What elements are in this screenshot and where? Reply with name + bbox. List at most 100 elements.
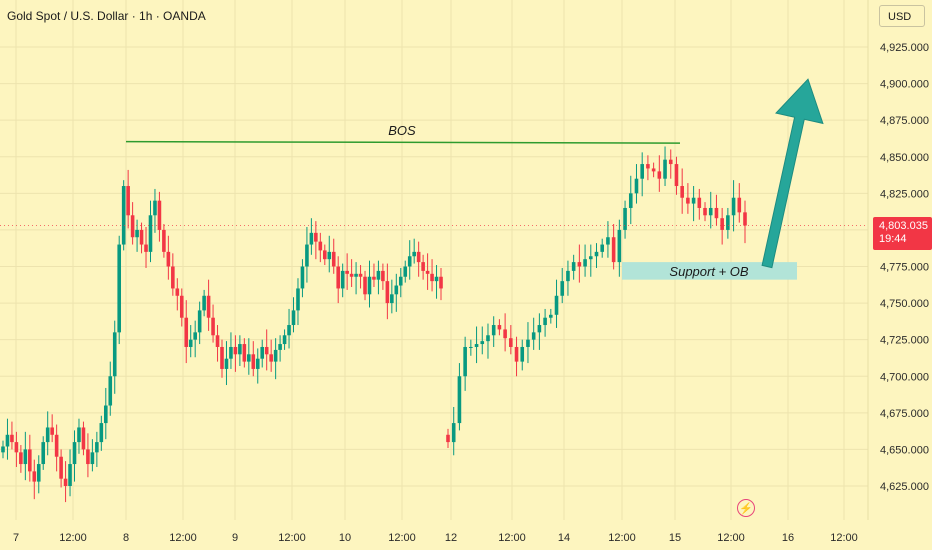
candle	[646, 164, 650, 169]
candle	[480, 341, 485, 345]
candle	[193, 332, 197, 340]
y-tick-label: 4,825.000	[880, 188, 929, 200]
candle	[41, 442, 46, 465]
x-tick-label: 12:00	[59, 532, 87, 544]
candle	[211, 317, 215, 336]
support-zone	[622, 262, 797, 280]
candle	[309, 232, 314, 245]
lightning-icon[interactable]: ⚡	[737, 499, 755, 517]
candle	[36, 464, 41, 482]
candle	[157, 200, 162, 230]
candle	[594, 251, 599, 257]
candle	[269, 354, 273, 362]
candle	[577, 262, 582, 267]
candle	[720, 218, 724, 230]
candle	[260, 346, 265, 359]
candle	[220, 346, 224, 369]
candle	[322, 250, 327, 260]
candle	[117, 244, 122, 333]
candle	[63, 478, 68, 486]
candle	[509, 338, 513, 347]
candle	[583, 259, 587, 267]
candle	[287, 325, 291, 336]
candle	[674, 164, 679, 187]
candle	[103, 405, 108, 424]
candle	[238, 344, 242, 355]
x-tick-label: 12:00	[717, 532, 745, 544]
candle	[130, 215, 135, 238]
last-price-value: 4,803.035	[879, 220, 928, 232]
annotations: BOS Support + OB	[0, 78, 868, 280]
y-tick-label: 4,625.000	[880, 481, 929, 493]
candle	[126, 186, 130, 216]
candle	[446, 434, 450, 443]
candle	[184, 317, 189, 347]
candle	[242, 344, 247, 362]
y-tick-label: 4,750.000	[880, 298, 929, 310]
x-tick-label: 14	[558, 532, 570, 544]
candle	[108, 376, 113, 406]
x-tick-label: 12:00	[608, 532, 636, 544]
candle	[714, 207, 719, 219]
candle	[86, 449, 90, 465]
candle	[588, 256, 593, 260]
candle	[451, 423, 456, 443]
x-tick-label: 12:00	[278, 532, 306, 544]
candle	[72, 442, 77, 465]
candle	[703, 207, 707, 216]
candle	[531, 332, 536, 340]
x-tick-label: 12:00	[830, 532, 858, 544]
support-zone-label: Support + OB	[669, 264, 748, 279]
candle	[81, 427, 86, 450]
candle	[497, 325, 502, 330]
y-tick-label: 4,675.000	[880, 408, 929, 420]
candle	[215, 335, 220, 347]
candle	[1, 446, 5, 453]
candle	[623, 207, 627, 230]
candle	[697, 197, 702, 208]
candle	[99, 423, 104, 443]
candle	[566, 270, 570, 282]
y-tick-label: 4,725.000	[880, 335, 929, 347]
candle	[514, 346, 519, 362]
candle	[680, 186, 684, 198]
candle	[520, 346, 525, 362]
x-tick-label: 12:00	[388, 532, 416, 544]
candle	[640, 164, 644, 179]
up-arrow	[761, 78, 824, 269]
candle	[503, 329, 507, 339]
y-tick-label: 4,875.000	[880, 115, 929, 127]
candle	[179, 295, 184, 318]
candle	[162, 229, 166, 252]
candle	[255, 358, 260, 369]
x-tick-label: 12:00	[169, 532, 197, 544]
candle	[10, 434, 14, 443]
candle	[327, 251, 332, 260]
candle	[403, 266, 408, 277]
candle	[549, 314, 553, 318]
candle	[121, 186, 126, 245]
candle	[318, 241, 323, 251]
candle	[617, 229, 622, 263]
x-tick-label: 9	[232, 532, 238, 544]
candle	[331, 251, 336, 267]
candle	[469, 346, 473, 348]
currency-button[interactable]: USD	[879, 5, 925, 27]
time-axis[interactable]: 7 12:00 8 12:00 9 12:00 10 12:00 12 12:00 14 12:00 1…	[13, 532, 858, 544]
candle	[300, 266, 305, 289]
bos-label: BOS	[388, 123, 416, 138]
y-tick-label: 4,900.000	[880, 79, 929, 91]
candle	[14, 442, 19, 453]
candle	[686, 197, 690, 204]
y-tick-label: 4,850.000	[880, 152, 929, 164]
candle	[278, 344, 282, 350]
chart-title: Gold Spot / U.S. Dollar · 1h · OANDA	[7, 9, 206, 23]
candle	[385, 281, 390, 304]
candle	[439, 276, 443, 289]
candle	[628, 193, 633, 208]
candle	[430, 273, 434, 282]
candle	[224, 358, 229, 369]
candle	[398, 276, 403, 286]
candle	[112, 332, 117, 377]
